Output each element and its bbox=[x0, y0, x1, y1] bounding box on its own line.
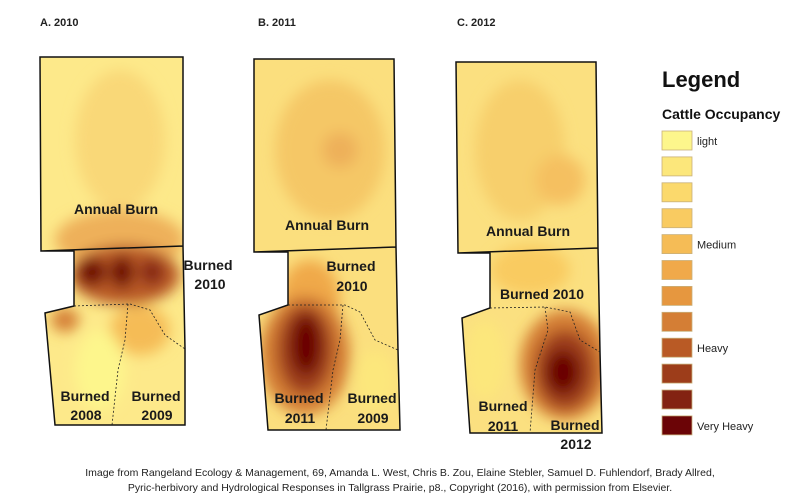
legend-label: Heavy bbox=[697, 343, 729, 355]
panel-title: A. 2010 bbox=[40, 17, 79, 29]
label-burned-2010-year: 2010 bbox=[194, 276, 225, 292]
occupancy-heatmap bbox=[40, 57, 185, 425]
label-burned-2011-year: 2011 bbox=[488, 418, 519, 434]
burn-unit-boundary bbox=[489, 306, 601, 434]
legend-swatch bbox=[661, 337, 693, 358]
label-annual-burn: Annual Burn bbox=[486, 223, 570, 239]
label-annual-burn: Annual Burn bbox=[74, 201, 158, 217]
label-burned-2010: Burned bbox=[184, 257, 233, 273]
legend-subtitle: Cattle Occupancy bbox=[662, 106, 780, 122]
panel-title: B. 2011 bbox=[258, 17, 296, 29]
occupancy-heatmap bbox=[456, 62, 602, 433]
map-panel-b: B. 2011 Annual Burn Burned 2010 Burned 2… bbox=[253, 17, 401, 431]
label-annual-burn: Annual Burn bbox=[285, 217, 369, 233]
label-burned-2011-year: 2011 bbox=[285, 410, 316, 426]
label-burned-2011: Burned bbox=[275, 390, 324, 406]
figure: A. 2010 Annual Burn Burned 2010 Burned 2… bbox=[39, 17, 780, 452]
panel-title: C. 2012 bbox=[457, 17, 496, 29]
label-burned-2010: Burned bbox=[327, 258, 376, 274]
legend-swatch bbox=[661, 389, 693, 410]
burn-unit-boundary bbox=[288, 304, 399, 431]
label-burned-2012-year: 2012 bbox=[560, 436, 591, 452]
map-panel-c: C. 2012 Annual Burn Burned 2010 Burned 2… bbox=[455, 17, 603, 452]
figure-caption: Image from Rangeland Ecology & Managemen… bbox=[0, 466, 800, 496]
label-burned-2008: Burned bbox=[61, 388, 110, 404]
legend-label: Very Heavy bbox=[697, 421, 754, 433]
map-panel-a: A. 2010 Annual Burn Burned 2010 Burned 2… bbox=[39, 17, 233, 426]
legend-title: Legend bbox=[662, 67, 740, 92]
legend-label: Medium bbox=[697, 240, 736, 252]
pasture-boundary bbox=[253, 58, 401, 431]
label-burned-2011: Burned bbox=[479, 398, 528, 414]
pasture-boundary bbox=[455, 61, 603, 434]
legend-swatch bbox=[661, 234, 693, 255]
label-burned-2012: Burned bbox=[551, 417, 600, 433]
caption-line-1: Image from Rangeland Ecology & Managemen… bbox=[85, 467, 715, 479]
label-burned-2009: Burned bbox=[132, 388, 181, 404]
label-burned-2009: Burned bbox=[348, 390, 397, 406]
legend-label: light bbox=[697, 136, 717, 148]
legend-swatch bbox=[661, 415, 693, 436]
burn-unit-boundary bbox=[73, 303, 186, 426]
legend-swatch bbox=[661, 260, 693, 280]
caption-line-2: Pyric-herbivory and Hydrological Respons… bbox=[127, 482, 673, 494]
label-burned-2010-year: 2010 bbox=[336, 278, 367, 294]
legend-swatch bbox=[661, 182, 693, 203]
legend-swatch bbox=[661, 363, 693, 384]
label-burned-2009-year: 2009 bbox=[357, 410, 388, 426]
legend-swatch bbox=[661, 285, 693, 306]
label-burned-2009-year: 2009 bbox=[141, 407, 172, 423]
pasture-boundary bbox=[39, 56, 186, 426]
legend-swatch bbox=[661, 156, 693, 177]
legend-swatch bbox=[661, 130, 693, 151]
legend: Legend Cattle Occupancy light Medium Heavy… bbox=[661, 67, 780, 436]
legend-swatch bbox=[661, 311, 693, 332]
legend-swatch bbox=[661, 208, 693, 229]
occupancy-heatmap bbox=[254, 59, 400, 430]
label-burned-2010: Burned 2010 bbox=[500, 286, 584, 302]
label-burned-2008-year: 2008 bbox=[70, 407, 101, 423]
